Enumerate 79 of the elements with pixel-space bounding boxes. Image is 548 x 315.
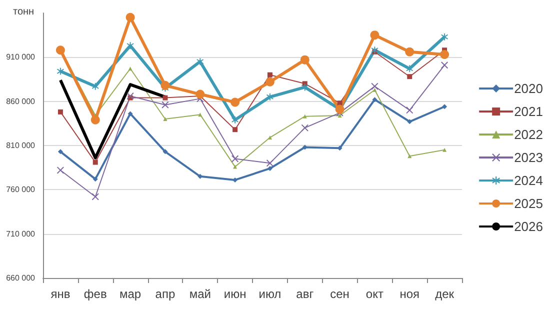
point	[56, 68, 64, 75]
point	[160, 80, 170, 90]
point	[232, 116, 239, 124]
point	[162, 101, 169, 108]
point	[265, 77, 274, 86]
point	[56, 46, 65, 55]
legend-label: 2022	[514, 127, 543, 142]
point	[372, 88, 377, 92]
legend-label: 2023	[514, 150, 543, 165]
x-tick-label: июл	[258, 287, 282, 301]
point	[338, 113, 342, 118]
y-tick-label: 860 000	[6, 96, 36, 106]
y-tick-label: 710 000	[6, 229, 36, 238]
point	[267, 72, 272, 78]
point	[92, 176, 98, 182]
point	[371, 46, 378, 54]
y-axis-title: тонн	[13, 6, 34, 18]
point	[56, 166, 64, 174]
point	[232, 127, 238, 132]
point	[58, 109, 63, 114]
point	[126, 92, 134, 100]
point	[196, 58, 204, 66]
y-tick-label: 760 000	[6, 185, 36, 194]
point	[441, 62, 448, 69]
point	[337, 100, 342, 106]
x-tick-label: янв	[50, 287, 70, 301]
legend-label: 2025	[514, 196, 543, 211]
point	[441, 33, 448, 40]
point	[92, 82, 99, 90]
point	[92, 193, 99, 200]
x-tick-label: июн	[224, 287, 246, 301]
point	[371, 82, 378, 90]
x-tick-label: сен	[330, 287, 350, 301]
y-tick-label: 810 000	[6, 141, 36, 150]
x-tick-label: окт	[366, 287, 384, 301]
x-tick-label: мар	[119, 287, 142, 301]
point	[196, 90, 205, 99]
x-tick-label: май	[189, 287, 211, 301]
legend-label: 2021	[514, 104, 543, 119]
point	[407, 119, 412, 124]
x-tick-label: авг	[296, 287, 314, 301]
point	[407, 74, 412, 80]
point	[126, 12, 135, 22]
x-tick-label: ноя	[400, 287, 420, 301]
point	[405, 47, 414, 56]
point	[232, 177, 238, 182]
point	[372, 97, 378, 102]
point	[162, 149, 168, 154]
point	[90, 115, 100, 124]
point	[406, 65, 414, 72]
point	[301, 84, 308, 91]
legend-label: 2020	[514, 81, 543, 96]
point	[406, 106, 414, 114]
y-tick-label: 660 000	[6, 274, 36, 282]
point	[266, 93, 274, 100]
point	[128, 66, 132, 71]
legend-label: 2026	[514, 219, 543, 234]
point	[58, 149, 63, 154]
point	[302, 114, 307, 118]
x-tick-label: фев	[84, 287, 107, 301]
point	[230, 98, 240, 107]
point	[92, 160, 98, 165]
legend-label: 2024	[514, 173, 543, 188]
point	[128, 111, 133, 116]
point	[266, 160, 274, 167]
y-tick-label: 910 000	[6, 52, 36, 62]
point	[442, 148, 447, 152]
point	[126, 42, 134, 50]
x-tick-label: дек	[435, 287, 455, 301]
point	[300, 55, 310, 64]
point	[162, 95, 168, 100]
point	[301, 124, 308, 132]
x-tick-label: апр	[155, 287, 176, 301]
point	[370, 30, 380, 40]
line-series	[58, 78, 167, 160]
point	[163, 117, 168, 121]
point	[442, 104, 448, 110]
point	[440, 50, 450, 60]
point	[267, 166, 272, 171]
